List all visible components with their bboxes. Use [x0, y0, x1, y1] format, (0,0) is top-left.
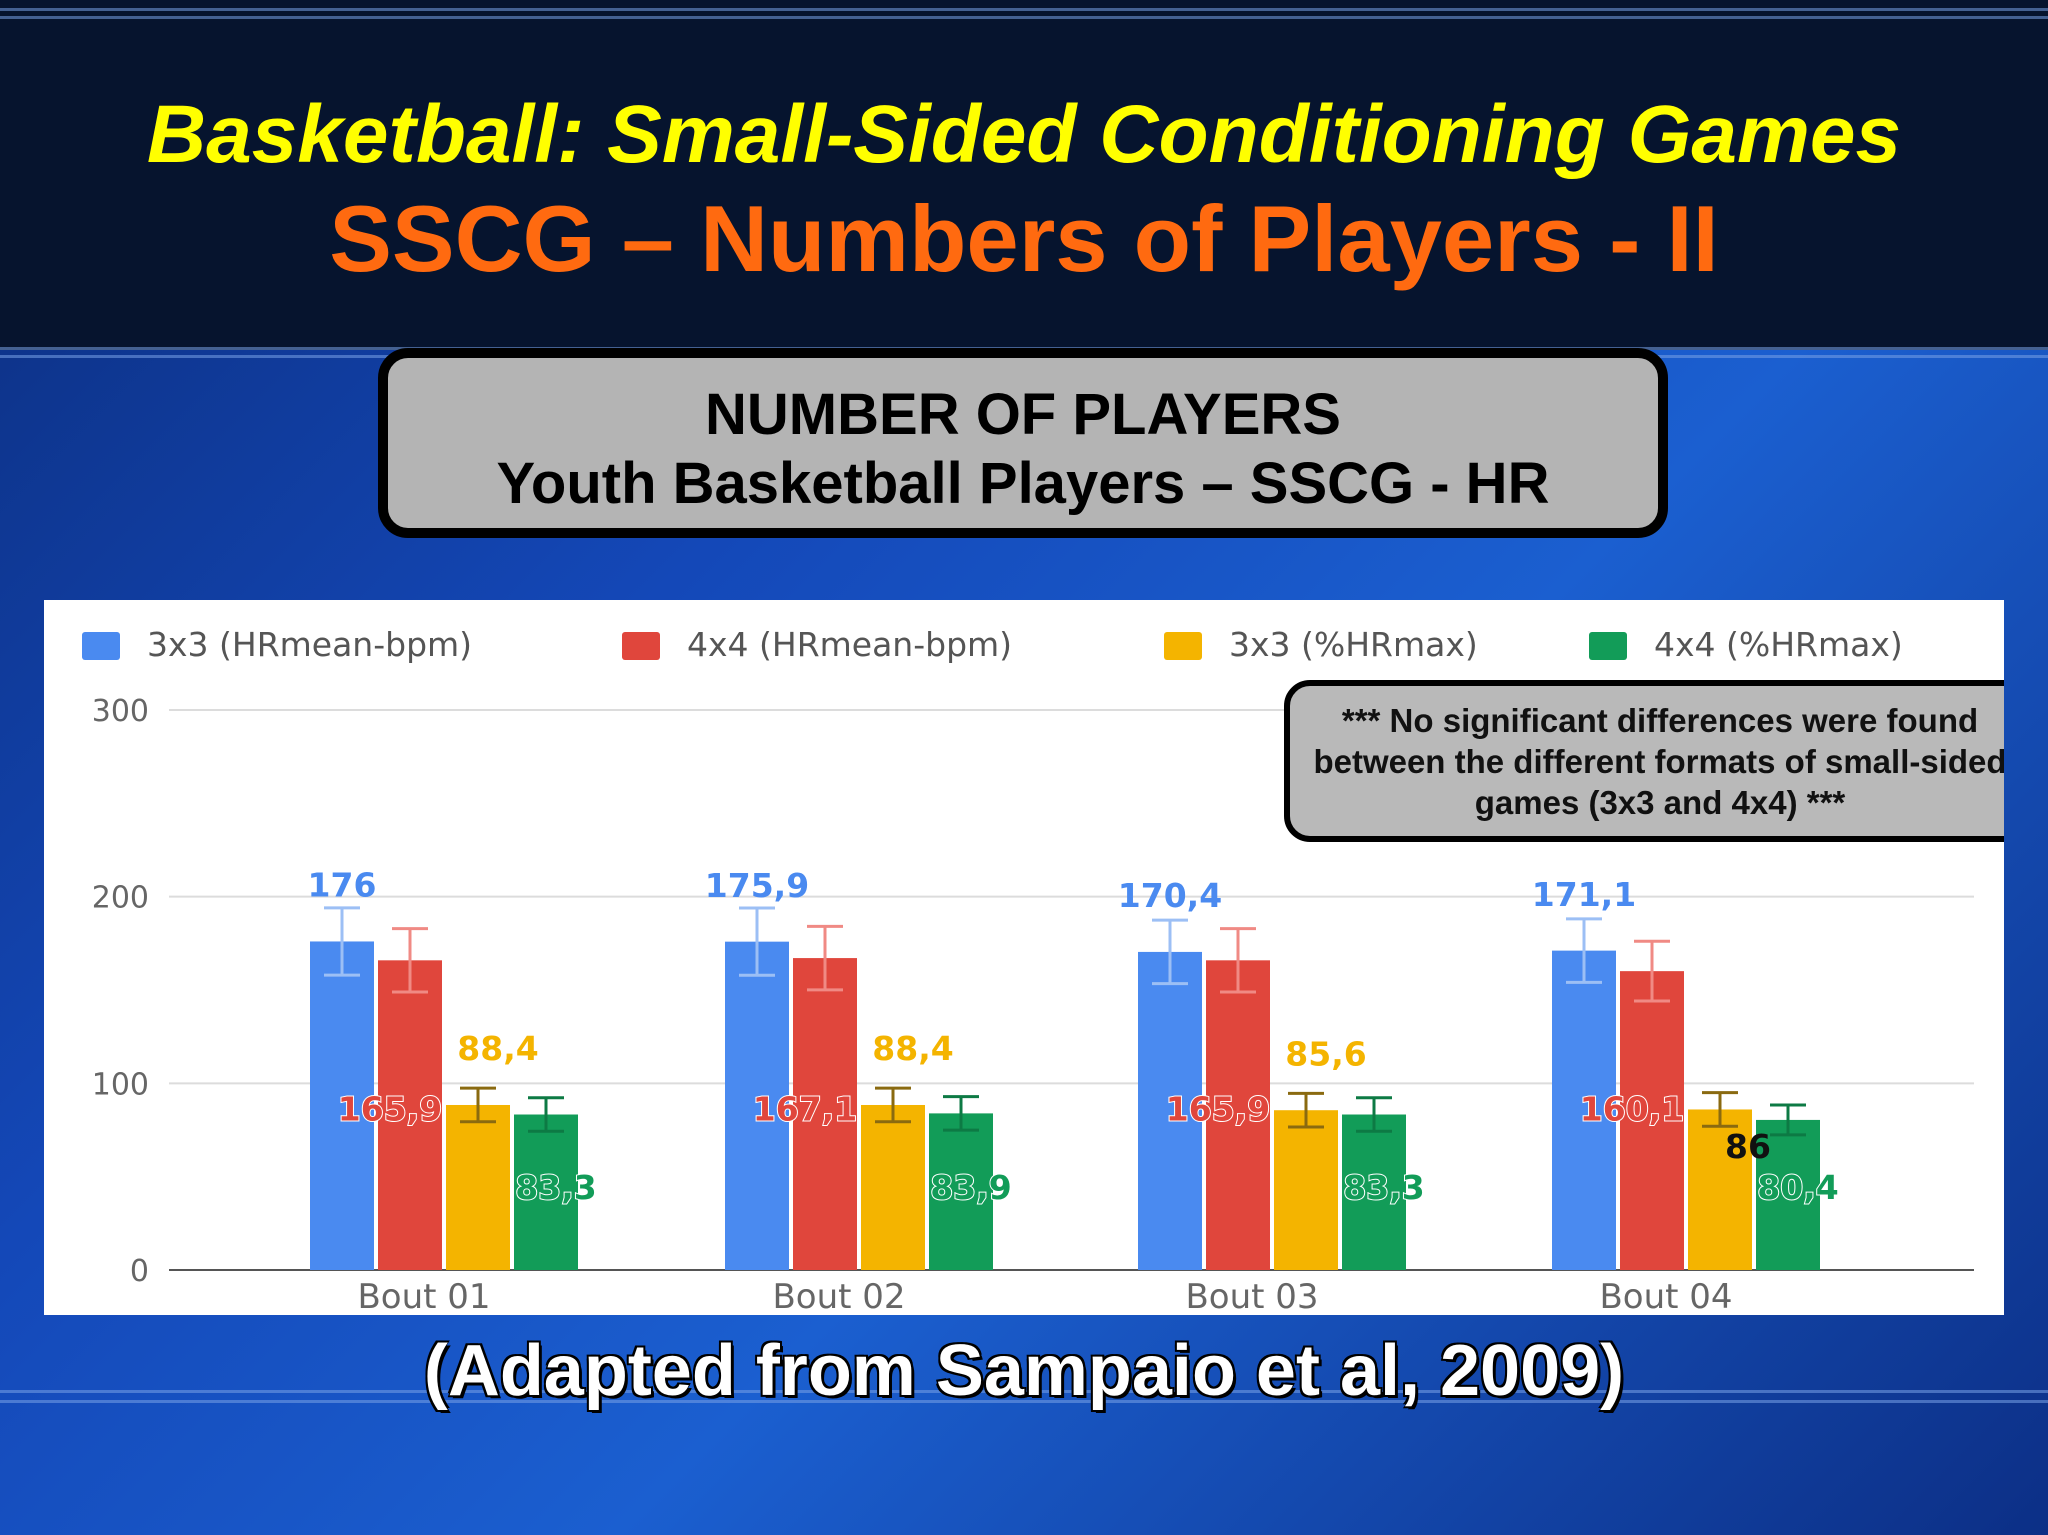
data-label: 167,1	[753, 1090, 857, 1129]
legend-swatch	[1164, 632, 1202, 660]
y-tick-label: 0	[130, 1254, 149, 1289]
data-label: 88,4	[457, 1029, 538, 1068]
bar-chart: 0 100 200 300 3x3 (HRmean-bpm) 4x4 (HRmean-bp…	[82, 625, 1974, 1315]
x-tick-label: Bout 02	[772, 1277, 905, 1315]
banner-subheading: Youth Basketball Players – SSCG - HR	[496, 451, 1550, 516]
data-label: 165,9	[338, 1090, 442, 1129]
data-label: 85,6	[1285, 1034, 1366, 1073]
data-label: 160,1	[1580, 1090, 1684, 1129]
data-label: 171,1	[1532, 875, 1636, 914]
stripe-top-2	[0, 16, 2048, 19]
note-box: *** No significant differences were foun…	[1284, 680, 2004, 842]
bar	[1138, 951, 1202, 1270]
chart-panel: 0 100 200 300 3x3 (HRmean-bpm) 4x4 (HRmean-bp…	[44, 600, 2004, 1315]
banner-heading: NUMBER OF PLAYERS	[705, 382, 1341, 447]
data-label: 83,3	[1343, 1168, 1424, 1207]
x-tick-label: Bout 04	[1599, 1277, 1732, 1315]
y-tick-label: 200	[92, 881, 149, 916]
legend-swatch	[82, 632, 120, 660]
data-label: 83,9	[930, 1168, 1011, 1207]
data-label: 170,4	[1118, 876, 1222, 915]
data-label: 88,4	[872, 1029, 953, 1068]
bar	[1206, 960, 1270, 1270]
legend-swatch	[622, 632, 660, 660]
citation: (Adapted from Sampaio et al, 2009)	[423, 1331, 1625, 1411]
data-label: 86	[1725, 1127, 1771, 1166]
bar	[929, 1113, 993, 1270]
bar	[1342, 1114, 1406, 1270]
legend-label: 3x3 (HRmean-bpm)	[147, 625, 472, 664]
bar	[861, 1104, 925, 1270]
data-label: 83,3	[515, 1168, 596, 1207]
slide-title: Basketball: Small-Sided Conditioning Gam…	[146, 89, 1902, 180]
legend-label: 4x4 (HRmean-bpm)	[687, 625, 1012, 664]
bar	[1552, 950, 1616, 1270]
title-band	[0, 0, 2048, 350]
bar	[310, 941, 374, 1270]
bar	[1620, 971, 1684, 1270]
data-label: 175,9	[705, 866, 809, 905]
stripe-bottom-1	[0, 1390, 2048, 1393]
stripe-top-1	[0, 8, 2048, 11]
bar	[1756, 1119, 1820, 1270]
banner-box: NUMBER OF PLAYERS Youth Basketball Playe…	[378, 348, 1668, 538]
bar	[446, 1104, 510, 1270]
data-label: 80,4	[1757, 1168, 1838, 1207]
legend-label: 4x4 (%HRmax)	[1654, 625, 1903, 664]
legend-swatch	[1589, 632, 1627, 660]
data-label: 176	[308, 866, 377, 905]
x-tick-label: Bout 03	[1185, 1277, 1318, 1315]
y-tick-label: 300	[92, 694, 149, 729]
bar	[725, 941, 789, 1270]
y-tick-label: 100	[92, 1067, 149, 1102]
bar	[793, 958, 857, 1270]
slide-subtitle: SSCG – Numbers of Players - II	[329, 186, 1719, 291]
bar	[378, 960, 442, 1270]
bar	[1688, 1109, 1752, 1270]
x-tick-label: Bout 01	[357, 1277, 490, 1315]
stripe-bottom-2	[0, 1400, 2048, 1403]
bar	[1274, 1110, 1338, 1270]
data-label: 165,9	[1166, 1090, 1270, 1129]
bar	[514, 1114, 578, 1270]
legend-label: 3x3 (%HRmax)	[1229, 625, 1478, 664]
